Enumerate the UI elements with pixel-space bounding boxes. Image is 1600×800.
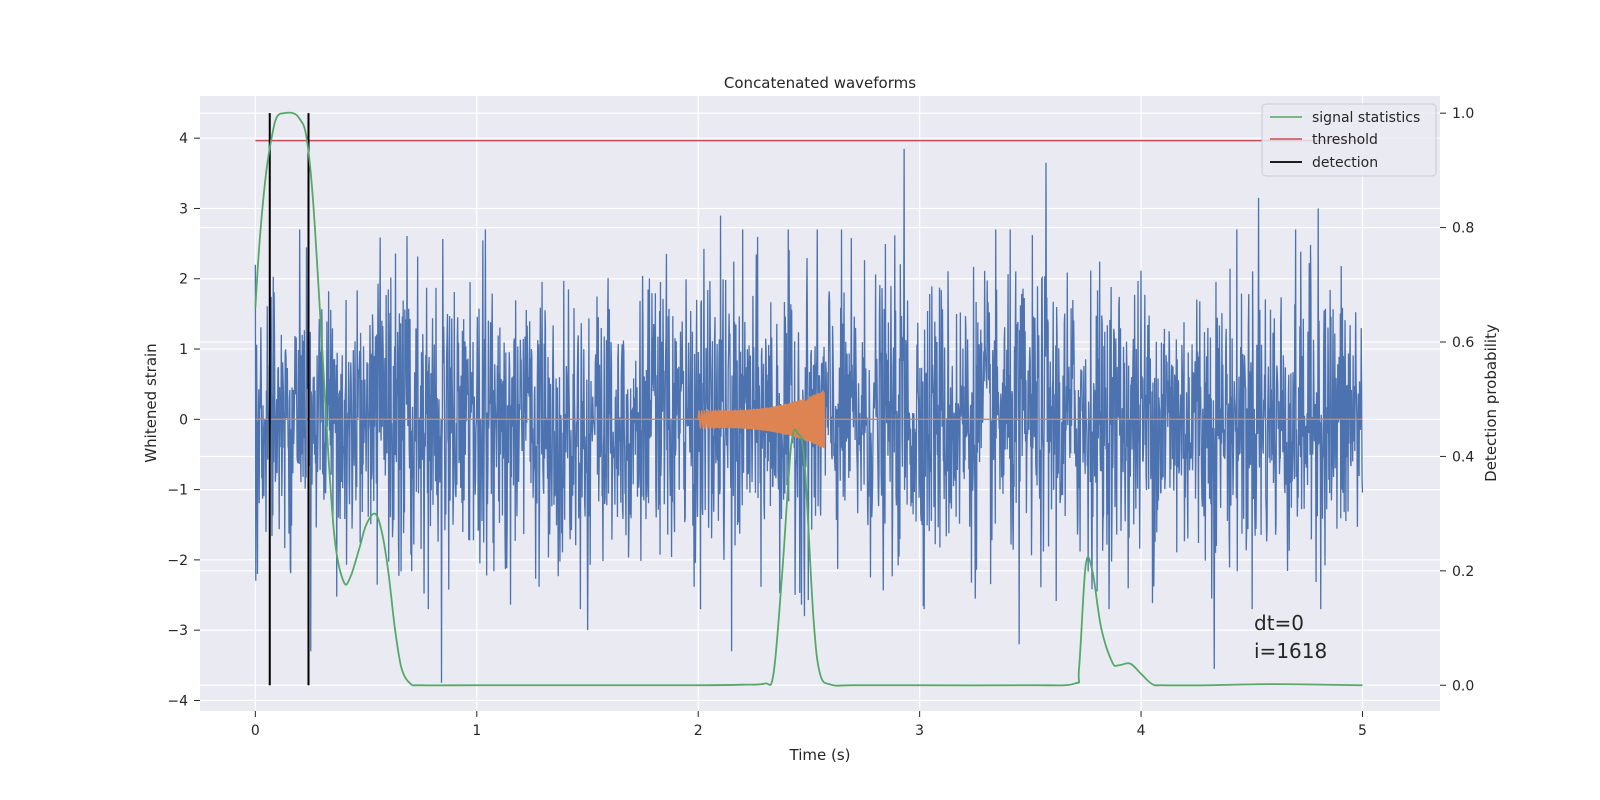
y-axis-right-label: Detection probability [1482, 324, 1500, 482]
y-left-tick-label: 3 [179, 201, 188, 217]
y-left-tick-label: −3 [167, 623, 188, 639]
legend-label-detection: detection [1312, 155, 1378, 171]
y-right-tick-label: 0.4 [1452, 449, 1474, 465]
y-left-tick-label: 1 [179, 342, 188, 358]
x-axis-label: Time (s) [789, 746, 851, 764]
axes: 0 1 2 3 4 5 −4 −3 −2 −1 0 1 2 3 4 0.0 0.2 0.4 0.6 0.8 1.0 [167, 106, 1474, 739]
waveform-line [255, 390, 1363, 449]
waveform-series [255, 390, 1363, 449]
y-left-tick-label: −2 [167, 553, 188, 569]
y-right-tick-label: 0.0 [1452, 678, 1474, 694]
y-right-tick-label: 0.6 [1452, 335, 1474, 351]
y-axis-left-label: Whitened strain [142, 343, 160, 462]
y-left-tick-label: 4 [179, 131, 188, 147]
legend-box [1261, 103, 1437, 177]
y-right-tick-label: 1.0 [1452, 106, 1474, 122]
annotation-dt: dt=0 [1254, 611, 1304, 635]
signal-statistics-line [254, 111, 1363, 687]
x-tick-label: 1 [472, 723, 481, 739]
y-left-tick-label: 0 [179, 412, 188, 428]
y-right-tick-label: 0.2 [1452, 564, 1474, 580]
probability-series [254, 111, 1363, 687]
y-left-tick-label: −1 [167, 483, 188, 499]
x-tick-label: 5 [1358, 723, 1367, 739]
annotation-index: i=1618 [1254, 639, 1327, 663]
legend-label-threshold: threshold [1312, 132, 1378, 148]
x-tick-label: 4 [1137, 723, 1146, 739]
y-left-tick-label: −4 [167, 693, 188, 709]
x-tick-label: 3 [915, 723, 924, 739]
y-right-tick-label: 0.8 [1452, 221, 1474, 237]
legend: signal statistics threshold detection [1261, 103, 1437, 177]
legend-label-signal-statistics: signal statistics [1312, 110, 1420, 126]
x-tick-label: 2 [694, 723, 703, 739]
x-tick-label: 0 [251, 723, 260, 739]
chart-title: Concatenated waveforms [724, 74, 916, 92]
y-left-tick-label: 2 [179, 272, 188, 288]
